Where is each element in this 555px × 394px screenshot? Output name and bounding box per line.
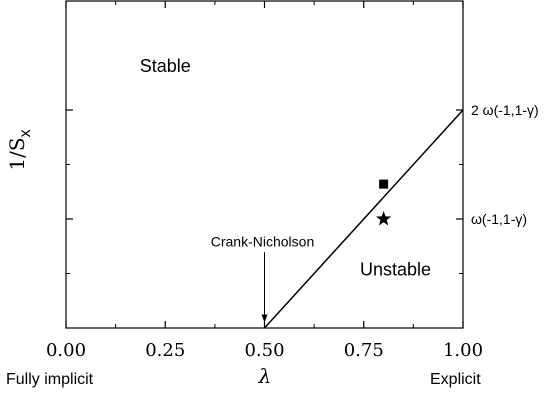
x-axis-label: λ [258,364,272,388]
chart-labels: 2 ω(-1,1-γ) ω(-1,1-γ) Stable Unstable Crank-… [140,56,539,323]
x-tick-label: 1.00 [443,340,483,361]
crank-nicholson-label: Crank-Nicholson [211,233,314,249]
x-tick-label: 0.50 [244,340,284,361]
y-axis-label-main: 1/S [5,137,29,170]
x-tick-label: 0.00 [46,340,86,361]
right-axis-label: ω(-1,1-γ) [471,211,527,227]
region-label: Unstable [360,260,431,280]
right-axis-label: 2 ω(-1,1-γ) [471,102,539,118]
square-marker [379,179,389,189]
x-tick-label: 0.25 [145,340,185,361]
footer-fully-implicit: Fully implicit [6,371,94,388]
y-axis-label: 1/Sx [5,129,34,170]
x-tick-label: 0.75 [344,340,384,361]
annotation-arrow-head [261,314,268,323]
footer-explicit: Explicit [430,371,481,388]
region-label: Stable [140,56,191,76]
y-axis-label-subscript: x [17,129,34,137]
star-marker [375,211,392,226]
data-markers [375,179,392,226]
boundary-series [263,109,464,329]
axis-ticks: 0.00 0.25 0.50 0.75 1.00 [46,1,483,361]
stability-boundary-line [263,109,464,329]
